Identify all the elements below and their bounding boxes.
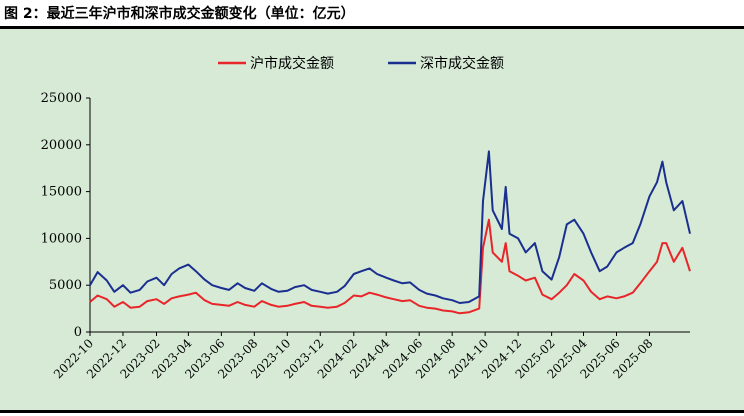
series-line-shenzhen [89, 150, 691, 304]
y-tick-label: 25000 [41, 91, 82, 106]
chart-svg: 05000100001500020000250002022-102022-122… [41, 55, 691, 381]
y-tick-label: 10000 [41, 231, 82, 246]
y-tick-label: 5000 [49, 278, 82, 293]
series-layer [89, 150, 691, 315]
top-rule [0, 26, 744, 29]
legend-label: 深市成交金额 [420, 55, 504, 72]
bottom-rule [0, 410, 744, 413]
legend-label: 沪市成交金额 [250, 55, 334, 72]
legend: 沪市成交金额 深市成交金额 [218, 55, 504, 72]
axes: 05000100001500020000250002022-102022-122… [41, 91, 690, 381]
y-tick-label: 15000 [41, 185, 82, 200]
series-line-shanghai [89, 218, 691, 315]
y-tick-label: 0 [74, 325, 82, 340]
plot-background [0, 29, 744, 410]
y-tick-label: 20000 [41, 138, 82, 153]
chart-title: 图 2：最近三年沪市和深市成交金额变化（单位：亿元） [4, 6, 355, 22]
